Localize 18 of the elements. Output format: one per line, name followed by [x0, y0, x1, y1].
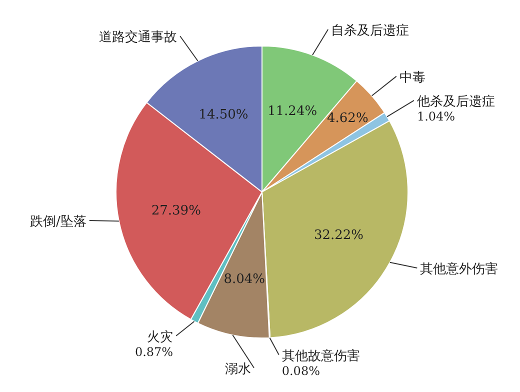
slice-label: 溺水	[225, 362, 251, 377]
slice-label: 跌倒/坠落	[30, 214, 86, 230]
slice-label: 火灾	[147, 328, 174, 345]
slice-label: 自杀及后遗症	[331, 23, 410, 38]
data-label: 0.08%	[282, 364, 320, 378]
data-label: 27.39%	[151, 203, 201, 218]
slice-label: 其他故意伤害	[282, 348, 360, 364]
data-label: 8.04%	[224, 272, 266, 287]
data-label: 0.87%	[134, 344, 174, 359]
data-label: 4.62%	[327, 110, 368, 126]
data-label: 11.24%	[268, 104, 318, 119]
slice-label: 他杀及后遗症	[416, 94, 495, 110]
data-label: 32.22%	[314, 228, 364, 244]
data-label: 1.04%	[416, 109, 456, 124]
slice-label: 中毒	[399, 70, 426, 86]
data-label: 14.50%	[198, 107, 248, 122]
slice-label: 道路交通事故	[99, 29, 178, 46]
slice-label: 其他意外伤害	[420, 261, 498, 278]
